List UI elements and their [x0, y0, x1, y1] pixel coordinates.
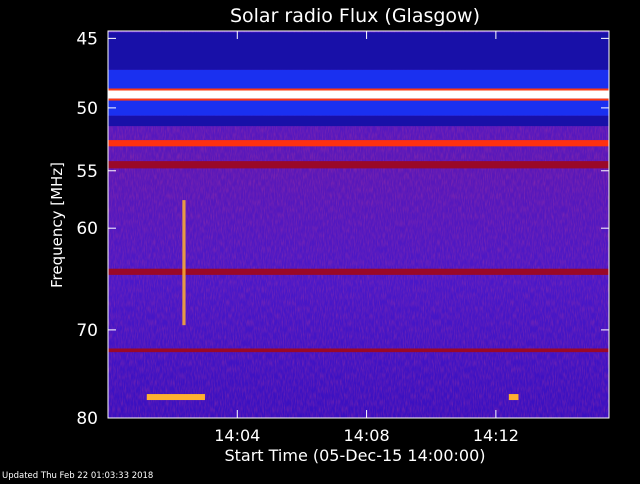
y-tick-label-1: 50 — [76, 99, 98, 119]
x-tick-label-1: 14:08 — [344, 426, 390, 445]
band-edge-top — [108, 88, 609, 91]
x-tick-label-0: 14:04 — [214, 426, 260, 445]
burst-streak-2 — [182, 200, 186, 326]
x-axis: 14:04 14:08 14:12 — [214, 31, 519, 445]
frequency-band-4 — [108, 115, 609, 127]
frequency-band-7 — [108, 268, 609, 275]
y-axis-label: Frequency [MHz] — [48, 162, 66, 288]
x-axis-label: Start Time (05-Dec-15 14:00:00) — [224, 446, 485, 465]
spectrogram-plot — [108, 31, 609, 418]
x-tick-label-2: 14:12 — [473, 426, 519, 445]
y-axis: 45 50 55 60 70 80 — [76, 29, 609, 429]
frequency-band-1 — [108, 69, 609, 91]
plot-frame — [107, 30, 610, 419]
chart-title: Solar radio Flux (Glasgow) — [230, 5, 480, 27]
y-tick-label-4: 70 — [76, 321, 98, 341]
frequency-band-8 — [108, 348, 609, 353]
frequency-band-6 — [108, 161, 609, 169]
frequency-band-5 — [108, 140, 609, 147]
y-tick-label-3: 60 — [76, 219, 98, 239]
y-tick-label-0: 45 — [76, 29, 98, 49]
band-edge-bottom — [108, 98, 609, 101]
frequency-band-2 — [108, 90, 609, 99]
y-tick-label-2: 55 — [76, 162, 98, 182]
burst-0 — [146, 394, 205, 401]
y-tick-label-5: 80 — [76, 409, 98, 429]
frequency-band-3 — [108, 98, 609, 116]
frequency-band-0 — [108, 32, 609, 70]
burst-1 — [508, 394, 519, 401]
updated-timestamp: Updated Thu Feb 22 01:03:33 2018 — [2, 471, 153, 480]
